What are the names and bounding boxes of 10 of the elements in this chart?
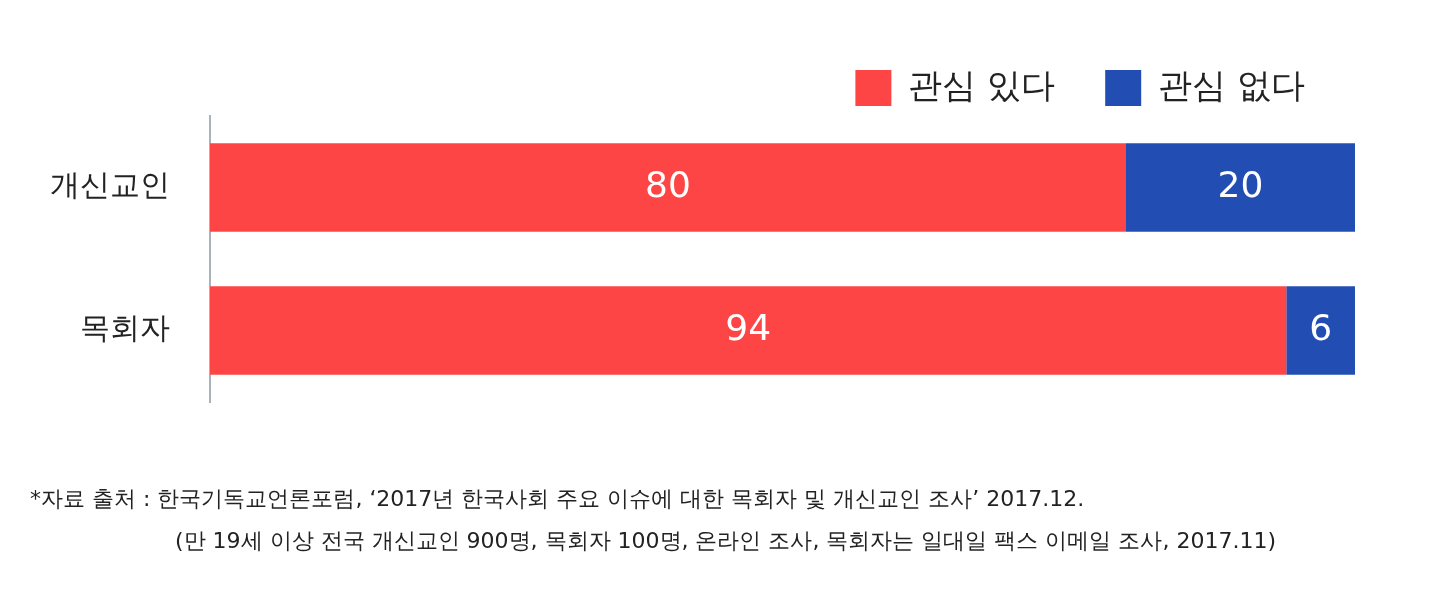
data-label: 94 (725, 306, 772, 348)
y-tick-label: 개신교인 (50, 167, 170, 203)
data-label: 80 (645, 163, 691, 205)
data-label: 20 (1217, 163, 1264, 205)
data-label: 6 (1309, 306, 1333, 348)
y-tick-label: 목회자 (80, 310, 170, 346)
text: *자료 출처 : 한국기독교언론포럼, ‘2017년 한국사회 주요 이슈에 대한 목회자 및 개신교인 조사’ 2017.12. (30, 485, 1086, 513)
text: (만 19세 이상 전국 개신교인 900명, 목회자 100명, 온라인 조사, 목회자는 일대일 팩스 이메일 조사, 2017.11) (174, 527, 1276, 555)
legend-label: 관심 없다 (1158, 64, 1305, 105)
legend-label: 관심 있다 (908, 64, 1056, 105)
